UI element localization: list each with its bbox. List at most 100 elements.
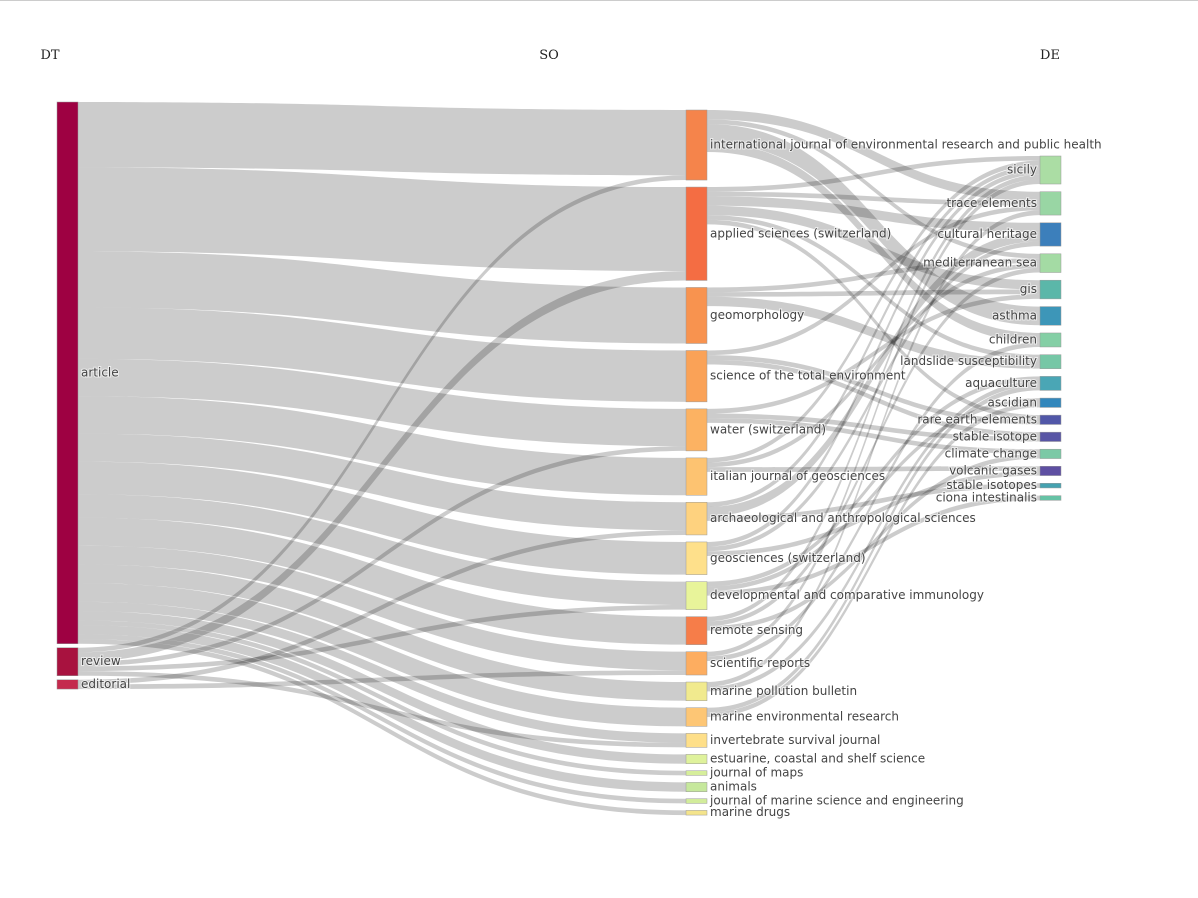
link — [707, 142, 1040, 343]
node — [1039, 495, 1062, 501]
node-label: journal of marine science and engineerin… — [709, 794, 964, 808]
node-label: sicily — [1007, 163, 1037, 177]
link — [78, 583, 686, 727]
node — [1039, 306, 1062, 326]
link — [707, 119, 1040, 259]
node — [685, 287, 708, 344]
node — [685, 782, 708, 792]
link — [78, 671, 686, 748]
node — [685, 798, 708, 804]
node — [685, 581, 708, 610]
link — [78, 446, 686, 667]
link — [707, 289, 1040, 297]
node-label: children — [989, 332, 1037, 346]
node-label: ascidian — [988, 395, 1037, 409]
node-label: mediterranean sea — [923, 256, 1037, 270]
node-label: geomorphology — [710, 308, 804, 322]
link — [78, 604, 686, 672]
node — [685, 541, 708, 575]
node — [685, 754, 708, 764]
column-title: SO — [539, 48, 559, 63]
node-label: rare earth elements — [917, 412, 1037, 426]
link — [707, 258, 1040, 293]
link — [78, 620, 686, 776]
node — [1039, 279, 1062, 300]
node — [685, 770, 708, 776]
node-label: cultural heritage — [937, 227, 1037, 241]
node — [1039, 191, 1062, 216]
link — [78, 461, 686, 575]
nodes: article review editorial international jour… — [56, 101, 1103, 820]
link — [707, 124, 1040, 326]
column-title: DT — [40, 48, 59, 63]
link — [707, 196, 1040, 233]
link — [707, 296, 1040, 369]
node — [685, 408, 708, 452]
link — [707, 398, 1040, 591]
node — [1039, 354, 1062, 369]
link — [78, 564, 686, 701]
node-label: article — [81, 365, 119, 379]
node — [685, 350, 708, 403]
link — [78, 494, 686, 605]
link — [707, 160, 1040, 463]
link — [707, 232, 1040, 517]
node — [685, 733, 708, 748]
link — [707, 174, 1040, 622]
node-label: landslide susceptibility — [900, 354, 1037, 368]
node-label: gis — [1020, 282, 1037, 296]
link — [707, 219, 1040, 420]
node-label: volcanic gases — [949, 463, 1037, 477]
node — [1039, 222, 1062, 247]
link — [707, 483, 1040, 521]
node-label: scientific reports — [710, 656, 810, 670]
link — [78, 545, 686, 671]
node — [1039, 448, 1062, 459]
node — [685, 681, 708, 701]
link — [707, 453, 1040, 631]
node-label: archaeological and anthropological scien… — [710, 511, 976, 525]
node — [1039, 332, 1062, 348]
link — [78, 611, 686, 764]
node — [56, 679, 79, 690]
node-label: international journal of environmental r… — [710, 138, 1102, 152]
link — [707, 470, 1040, 556]
node — [1039, 376, 1062, 391]
link — [78, 670, 686, 690]
node-label: review — [81, 654, 121, 668]
node — [1039, 431, 1062, 442]
node — [685, 616, 708, 645]
link — [707, 381, 1040, 692]
node-label: marine environmental research — [710, 710, 899, 724]
link — [707, 210, 1040, 687]
node — [685, 186, 708, 281]
link — [707, 355, 1040, 425]
link — [78, 634, 686, 804]
link — [707, 495, 1040, 596]
node-label: science of the total environment — [710, 369, 906, 383]
node-label: water (switzerland) — [710, 422, 826, 436]
link — [707, 359, 1040, 437]
link — [78, 639, 686, 816]
node-label: animals — [710, 780, 757, 794]
link — [707, 294, 1040, 414]
link — [707, 267, 1040, 626]
node-label: applied sciences (switzerland) — [710, 226, 891, 240]
link — [707, 263, 1040, 468]
link — [707, 413, 1040, 442]
link — [707, 170, 1040, 547]
node-label: invertebrate survival journal — [710, 733, 880, 747]
link — [707, 215, 1040, 360]
link — [78, 517, 686, 645]
node — [685, 457, 708, 496]
node — [1039, 414, 1062, 425]
node — [56, 647, 79, 676]
link — [78, 251, 686, 344]
node-label: marine pollution bulletin — [710, 684, 857, 698]
node-label: remote sensing — [710, 623, 803, 637]
link — [78, 102, 686, 176]
link — [707, 205, 1040, 356]
node — [685, 810, 708, 816]
node — [1039, 397, 1062, 408]
